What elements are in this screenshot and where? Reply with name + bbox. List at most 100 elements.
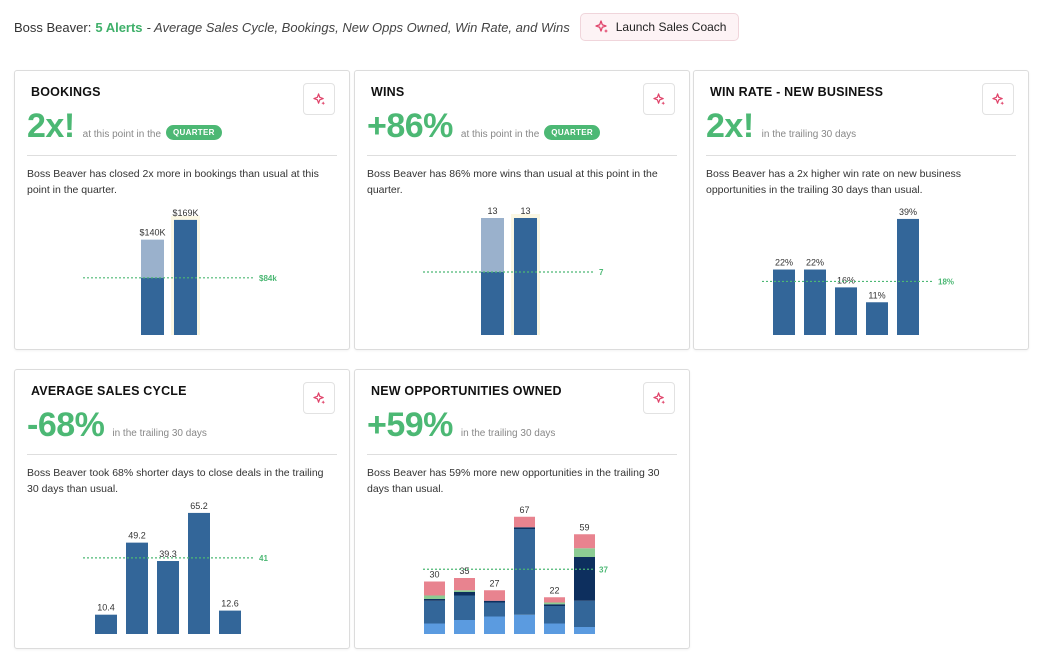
card-title: WINS — [371, 85, 405, 99]
metric-value: +59% — [367, 406, 453, 444]
alerts-description: - Average Sales Cycle, Bookings, New Opp… — [146, 19, 570, 35]
bar-value-label: 65.2 — [190, 501, 208, 511]
wins-card: WINS +86% at this point in the QUARTER B… — [354, 70, 690, 350]
coach-button[interactable] — [643, 382, 675, 414]
new-opportunities-chart: 30 35 27 67 22 59 37 — [423, 505, 608, 634]
bar-segment — [424, 595, 445, 599]
bar-segment — [454, 620, 475, 634]
bar — [188, 512, 210, 634]
wins-chart: 13 13 7 — [423, 206, 604, 335]
bar-base — [141, 277, 164, 335]
coach-button[interactable] — [303, 83, 335, 115]
metric-context: in the trailing 30 days — [112, 428, 207, 439]
rep-name: Boss Beaver: — [14, 19, 92, 35]
bar-segment — [544, 604, 565, 606]
bar — [219, 610, 241, 634]
metric-value: 2x! — [27, 107, 75, 145]
reference-label: $84k — [259, 274, 277, 283]
divider — [27, 454, 337, 455]
bar-segment — [514, 527, 535, 529]
bar — [126, 542, 148, 634]
alerts-count: 5 Alerts — [95, 19, 143, 35]
bar-segment — [544, 602, 565, 605]
bar-segment — [544, 623, 565, 634]
launch-sales-coach-button[interactable]: Launch Sales Coach — [579, 13, 740, 41]
bookings-chart: $140K $169K $84k — [83, 208, 277, 335]
bar-segment — [454, 590, 475, 592]
bar-segment — [514, 614, 535, 634]
average-sales-cycle-card: AVERAGE SALES CYCLE -68% in the trailing… — [14, 369, 350, 649]
bar-excess — [141, 239, 164, 278]
coach-button[interactable] — [982, 83, 1014, 115]
sparkle-icon — [312, 391, 325, 404]
coach-button[interactable] — [643, 83, 675, 115]
bar-value-label: 11% — [868, 290, 885, 300]
sparkle-icon — [595, 20, 608, 33]
bar — [773, 269, 795, 335]
win-rate-card: WIN RATE - NEW BUSINESS 2x! in the trail… — [693, 70, 1029, 350]
bar-segment — [514, 516, 535, 528]
card-description: Boss Beaver has 59% more new opportuniti… — [367, 467, 660, 495]
bar — [866, 302, 888, 335]
bar-value-label: 13 — [520, 206, 530, 216]
bar-segment — [514, 529, 535, 615]
sparkle-icon — [312, 92, 325, 105]
bar-value-label: $169K — [172, 208, 198, 218]
bar-value-label: 35 — [459, 566, 469, 576]
bar-segment — [484, 590, 505, 601]
bar-value-label: 13 — [487, 206, 497, 216]
bar-segment — [544, 597, 565, 603]
metric-context: at this point in the — [460, 129, 540, 140]
bar-segment — [424, 581, 445, 596]
card-title: AVERAGE SALES CYCLE — [31, 384, 187, 398]
bar-value-label: 22% — [806, 258, 824, 268]
bar-segment — [574, 557, 595, 601]
metric-context: in the trailing 30 days — [460, 428, 556, 439]
sparkle-icon — [652, 92, 665, 105]
launch-sales-coach-label: Launch Sales Coach — [615, 20, 727, 34]
bar — [157, 561, 179, 634]
metric-value: +86% — [367, 107, 453, 145]
bar-value-label: 67 — [519, 505, 529, 515]
bar-segment — [574, 548, 595, 557]
bar-segment — [484, 602, 505, 617]
bar-segment — [574, 600, 595, 627]
period-pill: QUARTER — [544, 125, 600, 140]
bar-base — [481, 272, 504, 335]
divider — [367, 155, 677, 156]
bar-segment — [454, 592, 475, 596]
bar-value-label: 39.3 — [159, 549, 177, 559]
divider — [27, 155, 337, 156]
bar-value-label: $140K — [139, 228, 165, 238]
metric-value: 2x! — [706, 107, 754, 145]
bar-excess — [481, 218, 504, 272]
bar — [835, 287, 857, 335]
bar — [514, 218, 537, 335]
bookings-card: BOOKINGS 2x! at this point in the QUARTE… — [14, 70, 350, 350]
metric-context: at this point in the — [82, 129, 162, 140]
card-description: Boss Beaver has closed 2x more in bookin… — [27, 168, 319, 196]
bar-value-label: 59 — [579, 522, 589, 532]
coach-button[interactable] — [303, 382, 335, 414]
bar-segment — [574, 627, 595, 634]
metric-value: -68% — [27, 406, 105, 444]
bar-value-label: 39% — [899, 207, 917, 217]
metric-context: in the trailing 30 days — [761, 129, 857, 140]
reference-label: 7 — [599, 268, 604, 277]
bar-value-label: 30 — [429, 570, 439, 580]
bar-segment — [424, 600, 445, 624]
bar — [804, 269, 826, 335]
bar-segment — [424, 599, 445, 601]
divider — [706, 155, 1016, 156]
card-title: NEW OPPORTUNITIES OWNED — [371, 384, 562, 398]
bar-value-label: 49.2 — [128, 531, 146, 541]
divider — [367, 454, 677, 455]
sparkle-icon — [652, 391, 665, 404]
bar-segment — [424, 623, 445, 634]
sales-cycle-chart: 10.4 49.2 39.3 65.2 12.6 41 — [83, 501, 268, 634]
card-title: WIN RATE - NEW BUSINESS — [710, 85, 884, 99]
bar — [174, 219, 197, 335]
bar-segment — [544, 606, 565, 624]
card-description: Boss Beaver took 68% shorter days to clo… — [27, 467, 324, 495]
reference-label: 41 — [259, 554, 268, 563]
